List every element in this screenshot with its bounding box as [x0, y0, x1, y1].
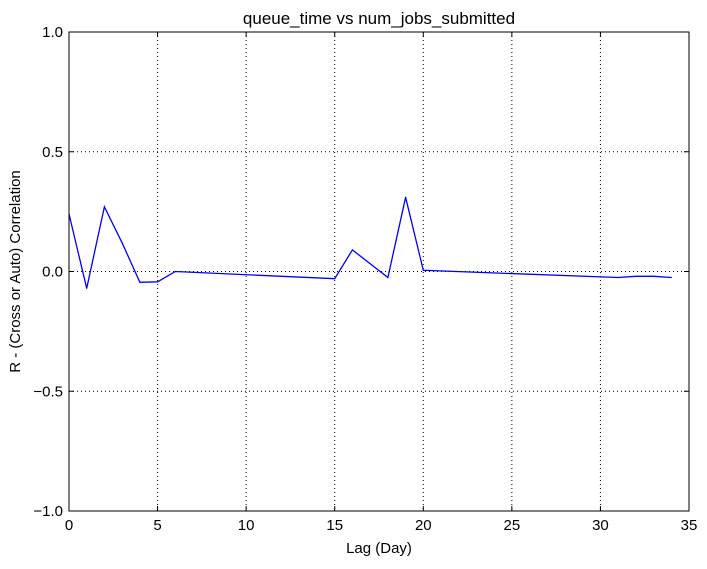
x-tick-label: 0 [65, 517, 73, 534]
data-point [387, 276, 389, 279]
data-point [103, 206, 106, 208]
chart-title: queue_time vs num_jobs_submitted [243, 9, 515, 28]
x-tick-label: 30 [592, 517, 609, 534]
x-tick-label: 10 [238, 517, 255, 534]
series-layer [68, 196, 672, 289]
x-axis-label: Lag (Day) [346, 540, 412, 557]
data-point [86, 287, 88, 289]
data-point [156, 281, 159, 283]
x-tick-label: 35 [681, 517, 698, 534]
series-line [68, 197, 672, 289]
y-axis-label: R - (Cross or Auto) Correlation [7, 170, 24, 373]
data-point [422, 269, 424, 271]
x-tick-label: 15 [326, 517, 343, 534]
y-tick-label: −1.0 [33, 503, 63, 520]
data-point [351, 249, 354, 251]
tick-layer: 0 5 10 15 20 25 30 35 −1.0 −0.5 0.0 0.5 1.0 [33, 24, 697, 534]
x-tick-label: 25 [504, 517, 521, 534]
y-tick-label: −0.5 [33, 383, 63, 400]
y-tick-label: 0.5 [42, 144, 63, 161]
grid-lines [69, 32, 689, 511]
data-point [652, 275, 655, 277]
y-tick-label: 1.0 [42, 24, 63, 41]
data-point [121, 242, 123, 244]
x-tick-label: 5 [153, 517, 161, 534]
y-tick-label: 0.0 [42, 264, 63, 281]
data-point [139, 281, 141, 283]
x-tick-label: 20 [415, 517, 432, 534]
data-point [174, 270, 176, 273]
data-point [635, 275, 637, 277]
data-point [670, 276, 672, 279]
data-point [617, 276, 619, 279]
data-point [404, 196, 407, 198]
data-point [334, 278, 336, 280]
